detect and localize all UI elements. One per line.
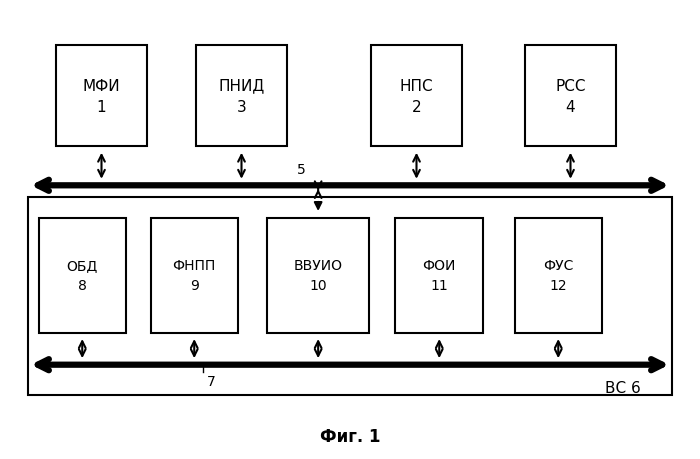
- Text: ВВУИО
10: ВВУИО 10: [294, 259, 343, 292]
- Bar: [38, 218, 126, 333]
- Text: ФОИ
11: ФОИ 11: [423, 259, 456, 292]
- Bar: [371, 46, 462, 147]
- Text: РСС
4: РСС 4: [555, 78, 586, 114]
- Bar: [514, 218, 602, 333]
- Text: 5: 5: [297, 163, 305, 177]
- Text: Фиг. 1: Фиг. 1: [320, 427, 380, 445]
- Bar: [525, 46, 616, 147]
- Text: МФИ
1: МФИ 1: [83, 78, 120, 114]
- Text: ФУС
12: ФУС 12: [543, 259, 573, 292]
- Text: ПНИД
3: ПНИД 3: [218, 78, 265, 114]
- Bar: [196, 46, 287, 147]
- Bar: [395, 218, 483, 333]
- Text: 7: 7: [206, 374, 216, 388]
- Bar: [28, 197, 672, 395]
- Bar: [267, 218, 369, 333]
- Bar: [56, 46, 147, 147]
- Text: ОБД
8: ОБД 8: [66, 259, 98, 292]
- Text: ФНПП
9: ФНПП 9: [173, 259, 216, 292]
- Text: НПС
2: НПС 2: [400, 78, 433, 114]
- Bar: [150, 218, 238, 333]
- Text: ВС 6: ВС 6: [605, 381, 641, 395]
